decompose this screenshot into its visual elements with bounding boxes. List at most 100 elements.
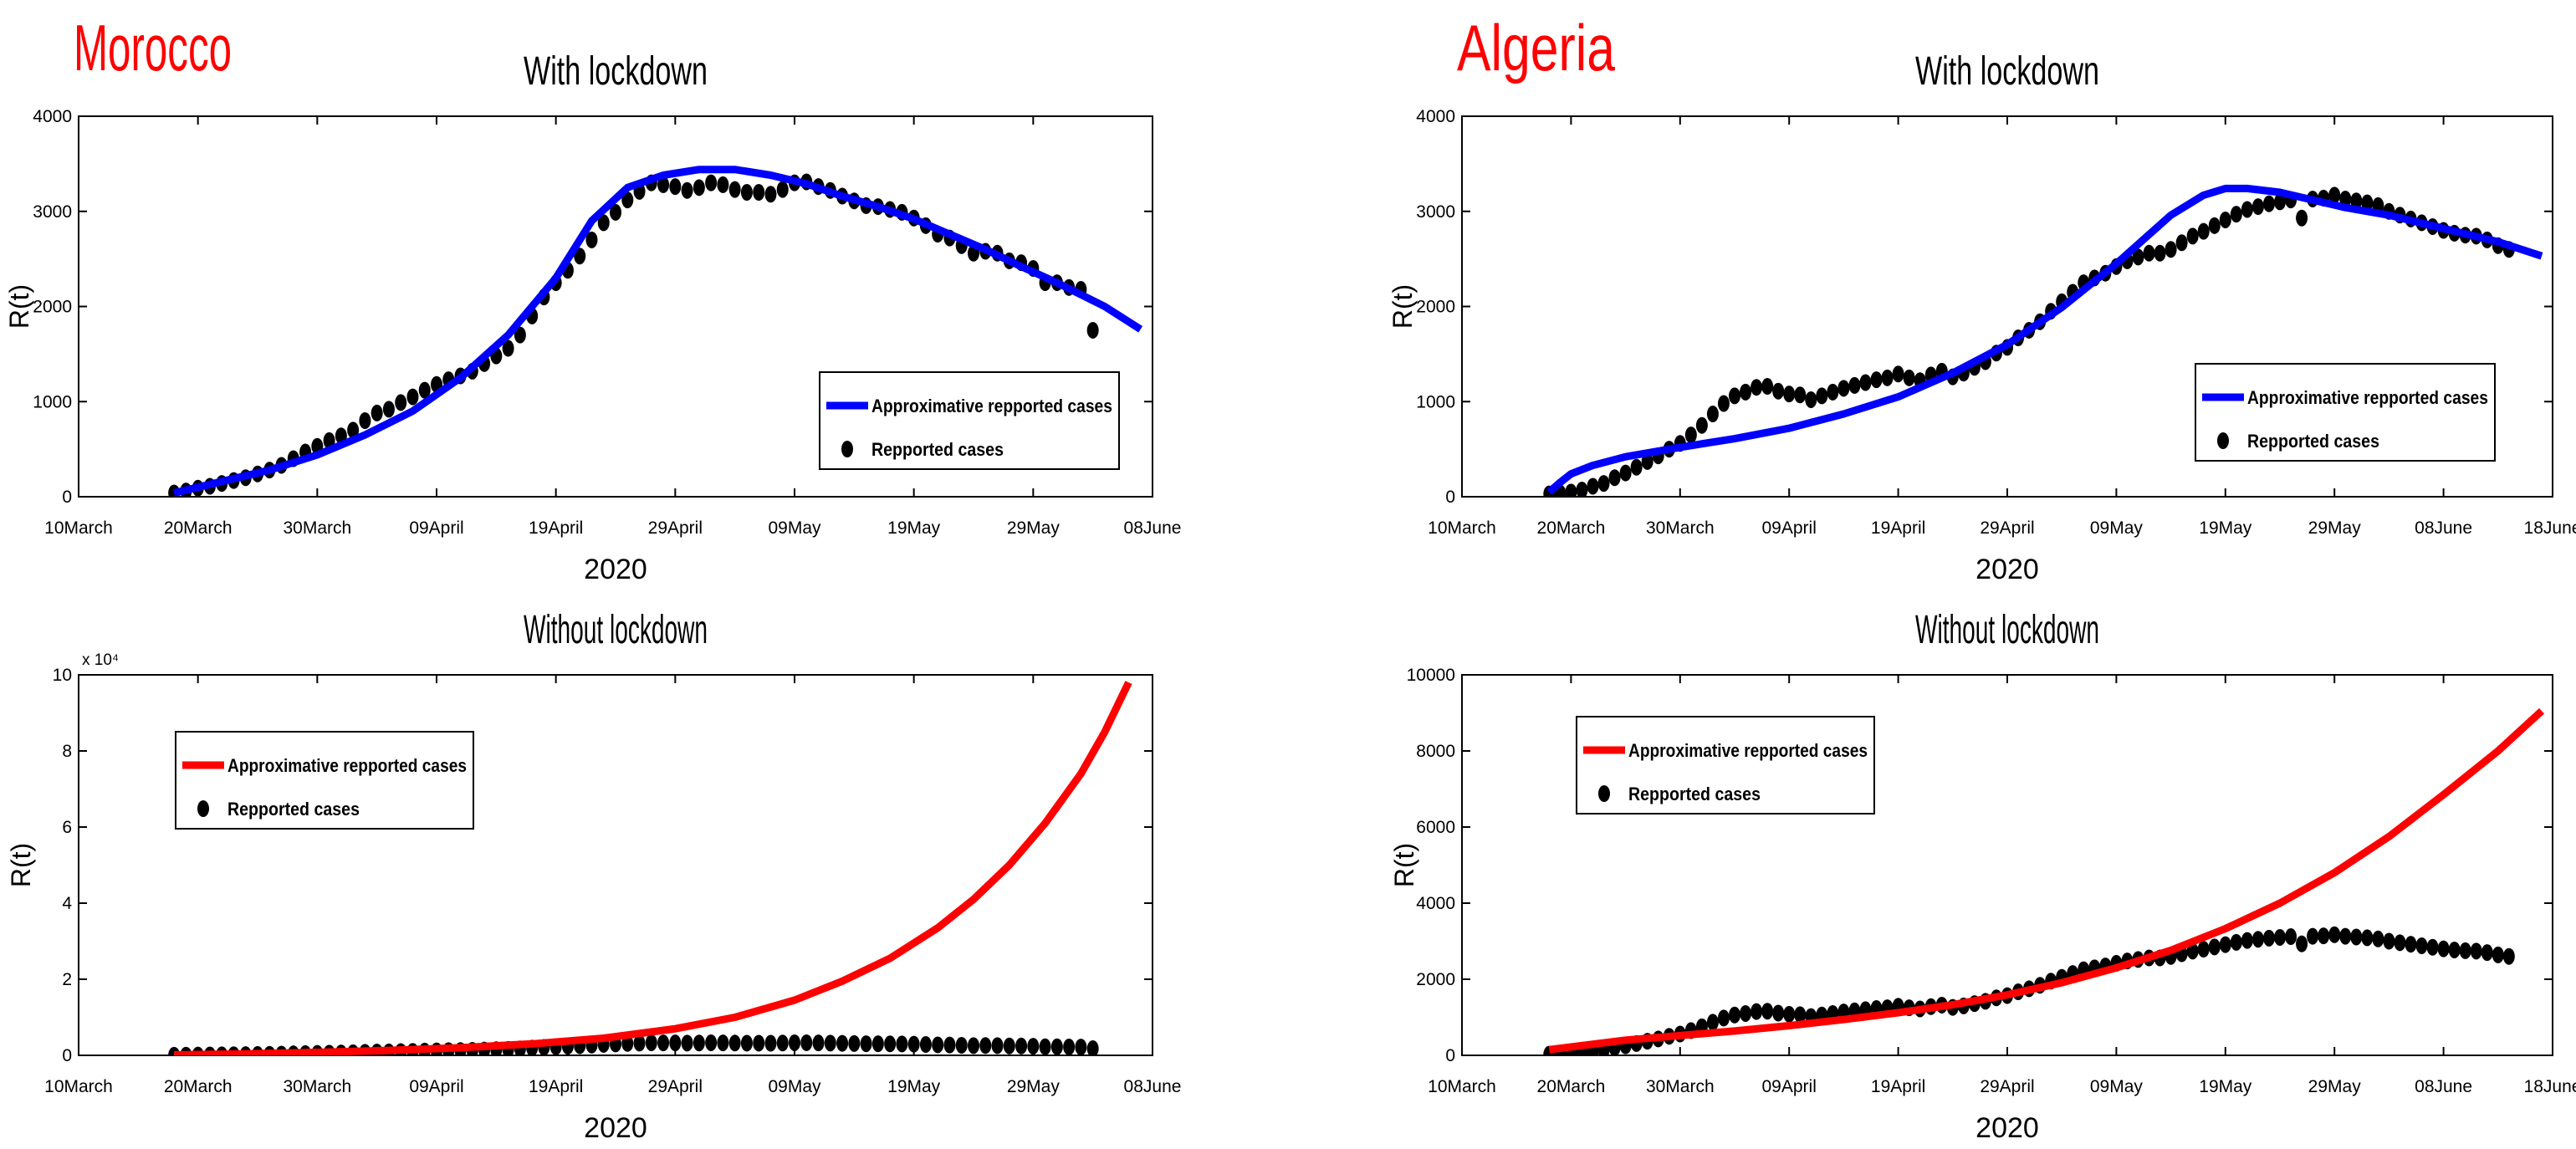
x-tick-label: 19April	[1871, 518, 1925, 538]
observed-point	[836, 1034, 849, 1052]
legend-label-fit: Approximative repported cases	[2247, 387, 2488, 408]
observed-point	[1892, 365, 1904, 383]
legend: Approximative repported cases Repported c…	[175, 731, 474, 830]
observed-point	[2186, 942, 2199, 960]
fitted-curve	[174, 681, 1132, 1055]
observed-point	[907, 1035, 920, 1053]
observed-point	[2241, 201, 2253, 218]
observed-point	[2208, 217, 2221, 234]
x-tick-label: 18June	[2524, 1077, 2576, 1096]
observed-point	[2328, 926, 2341, 943]
legend-box	[819, 371, 1120, 470]
y-tick-label: 2000	[1416, 970, 1455, 989]
y-tick-label: 0	[62, 488, 72, 507]
y-tick-label: 2000	[1416, 298, 1455, 317]
legend: Approximative repported cases Repported c…	[1576, 716, 1875, 815]
legend-marker-swatch	[841, 441, 853, 457]
observed-point	[1903, 369, 1915, 386]
observed-point	[1063, 1038, 1076, 1055]
x-tick-label: 30March	[1646, 518, 1715, 538]
plot-area	[78, 674, 1153, 1056]
observed-point	[1039, 1038, 1051, 1055]
observed-point	[764, 186, 777, 203]
observed-point	[1740, 383, 1752, 401]
series-group	[1543, 707, 2545, 1055]
legend-box	[175, 731, 474, 830]
observed-point	[2219, 211, 2231, 228]
observed-point	[2502, 947, 2515, 965]
x-tick-label: 09April	[409, 518, 463, 538]
observed-point	[585, 231, 598, 248]
country-label: Morocco	[74, 11, 232, 84]
y-tick-label: 4000	[1416, 107, 1455, 126]
legend-label-observed: Repported cases	[227, 799, 360, 820]
observed-point	[2132, 248, 2144, 266]
observed-point	[597, 214, 610, 232]
observed-point	[2262, 929, 2275, 947]
x-tick-label: 29April	[1980, 1077, 2034, 1096]
x-tick-label: 09May	[2090, 518, 2144, 538]
observed-point	[1772, 1004, 1785, 1022]
series-group	[168, 681, 1132, 1055]
chart-title: Without lockdown	[524, 608, 708, 652]
observed-point	[1050, 1038, 1063, 1055]
x-tick-label: 29May	[2308, 518, 2362, 538]
y-tick-label: 3000	[1416, 202, 1455, 222]
x-tick-label: 19May	[2199, 518, 2252, 538]
x-tick-label: 30March	[283, 518, 351, 538]
observed-point	[2274, 193, 2286, 211]
observed-point	[943, 1036, 956, 1054]
observed-point	[717, 176, 729, 193]
y-tick-label: 1000	[33, 392, 72, 411]
x-axis-label: 2020	[1975, 554, 2039, 585]
observed-point	[884, 1035, 897, 1053]
observed-point	[776, 181, 789, 198]
observed-point	[669, 178, 682, 196]
observed-point	[955, 1036, 968, 1054]
observed-point	[2296, 935, 2308, 952]
x-tick-label: 08June	[1124, 518, 1182, 538]
observed-point	[1027, 1038, 1040, 1055]
observed-point	[1859, 374, 1872, 391]
x-tick-label: 09April	[1762, 518, 1817, 538]
observed-point	[2197, 941, 2210, 958]
observed-point	[2394, 934, 2406, 952]
observed-point	[621, 1034, 634, 1052]
observed-point	[502, 340, 514, 357]
observed-point	[991, 1037, 1004, 1055]
x-tick-label: 09April	[409, 1077, 463, 1096]
x-tick-label: 19April	[1871, 1077, 1925, 1096]
panel-morocco-with-lockdown: With lockdown Morocco 10March 20March 30Marc…	[4, 11, 1181, 585]
legend-marker-swatch	[1598, 785, 1610, 802]
observed-point	[359, 412, 371, 429]
legend-marker-swatch	[197, 800, 209, 817]
panel-morocco-without-lockdown: Without lockdown 10March 20March 30March 09A…	[6, 608, 1181, 1144]
y-tick-label: 4000	[1416, 894, 1455, 913]
observed-point	[693, 179, 705, 197]
legend: Approximative repported cases Repported c…	[819, 371, 1120, 470]
observed-point	[740, 184, 753, 201]
observed-point	[1641, 452, 1653, 470]
fitted-curve	[1546, 184, 2543, 495]
y-tick-label: 6	[62, 818, 72, 837]
observed-point	[1848, 376, 1861, 394]
y-tick-label: 10000	[1407, 666, 1455, 685]
observed-point	[2350, 192, 2363, 210]
observed-point	[1619, 464, 1632, 482]
legend-marker-swatch	[2217, 432, 2229, 449]
y-tick-label: 2000	[33, 298, 72, 317]
x-tick-label: 08June	[2415, 1077, 2472, 1096]
observed-point	[1608, 469, 1621, 487]
observed-point	[1870, 371, 1883, 389]
observed-point	[693, 1034, 705, 1052]
x-tick-label: 19April	[529, 1077, 583, 1096]
y-tick-label: 1000	[1416, 392, 1455, 411]
x-axis-label: 2020	[1975, 1112, 2039, 1144]
observed-point	[2459, 942, 2471, 959]
observed-point	[1015, 1037, 1028, 1055]
observed-point	[776, 1034, 789, 1052]
observed-point	[2361, 929, 2374, 947]
observed-point	[812, 1034, 825, 1052]
x-axis-label: 2020	[584, 554, 647, 585]
x-tick-label: 29April	[1980, 518, 2034, 538]
